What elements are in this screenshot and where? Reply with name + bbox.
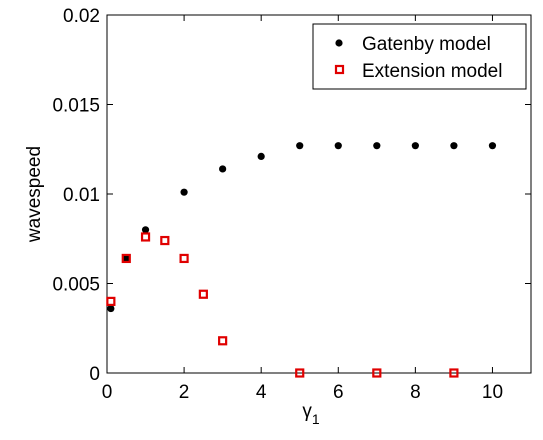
y-axis-label: wavespeed: [24, 146, 45, 243]
gatenby-point: [107, 304, 115, 313]
x-tick-label: 4: [256, 382, 267, 403]
x-axis-label-main: γ: [302, 401, 312, 422]
extension-point: [198, 289, 208, 299]
extension-point: [106, 296, 116, 306]
data-marks: [106, 142, 497, 378]
gatenby-point: [450, 142, 458, 150]
legend-marker-gatenby: [335, 39, 343, 47]
extension-point: [179, 253, 189, 264]
y-tick-label: 0.005: [52, 275, 100, 296]
x-tick-label: 6: [333, 382, 344, 403]
gatenby-point: [122, 254, 130, 263]
gatenby-point: [411, 142, 419, 150]
gatenby-point: [373, 142, 381, 150]
gatenby-point: [257, 152, 265, 161]
legend-box: [312, 23, 527, 90]
x-axis-label-subscript: 1: [312, 411, 320, 427]
extension-point: [218, 336, 228, 346]
gatenby-point: [334, 142, 342, 150]
x-tick-label: 8: [410, 382, 421, 403]
x-axis-label: γ1: [302, 401, 320, 427]
extension-point: [449, 368, 459, 378]
y-tick-label: 0.015: [52, 96, 100, 117]
legend-label-gatenby: Gatenby model: [362, 34, 491, 55]
x-tick-label: 0: [102, 382, 113, 403]
gatenby-point: [180, 188, 188, 196]
axis-ticks: 0 2 4 6 8 10 0 0.005 0.01 0.015 0.02: [52, 6, 531, 403]
y-tick-label: 0.02: [63, 6, 100, 27]
gatenby-point: [488, 142, 497, 150]
gatenby-point: [141, 226, 150, 234]
legend-marker-extension: [334, 64, 345, 75]
extension-point: [121, 253, 131, 264]
extension-point: [160, 235, 170, 246]
extension-point: [140, 232, 151, 242]
gatenby-point: [219, 165, 227, 173]
legend: Gatenby model Extension model: [312, 23, 527, 90]
extension-point: [295, 368, 305, 378]
x-tick-label: 2: [179, 382, 190, 403]
y-tick-label: 0: [89, 364, 100, 385]
gatenby-point: [296, 142, 304, 150]
extension-point: [372, 368, 382, 378]
legend-label-extension: Extension model: [362, 61, 502, 82]
y-tick-label: 0.01: [63, 185, 100, 206]
x-tick-label: 10: [482, 382, 503, 403]
